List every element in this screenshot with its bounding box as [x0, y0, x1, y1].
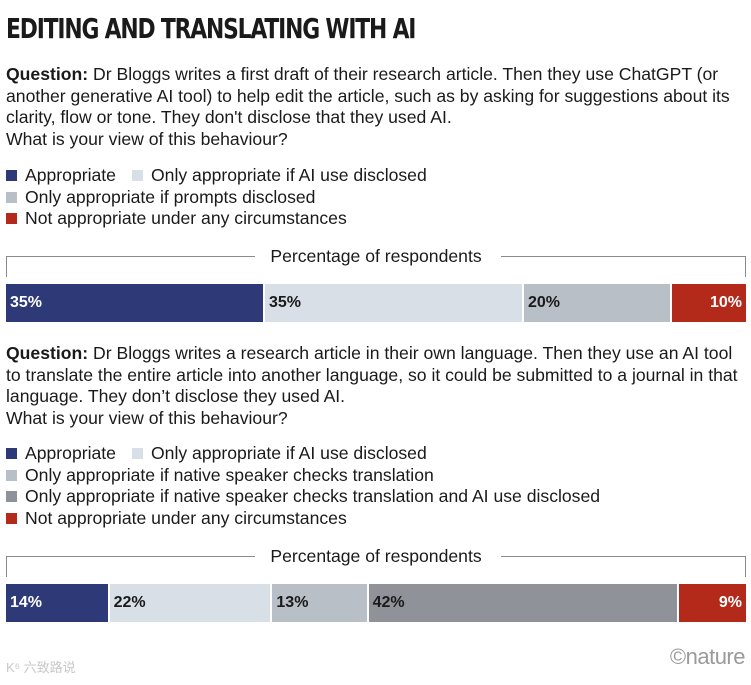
axis-bracket-right [501, 256, 746, 277]
bar-segment-2-3 [272, 584, 369, 622]
legend-swatch [6, 491, 17, 502]
axis-label-2: Percentage of respondents [270, 546, 482, 566]
legend-swatch [6, 512, 17, 524]
question-1-label: Question: [6, 64, 89, 84]
bar-segment-2-2 [109, 584, 273, 622]
watermark-logo: K⁶ 六致路说 [6, 660, 76, 675]
axis-header-1: Percentage of respondents [6, 245, 746, 277]
question-1: Question: Dr Bloggs writes a first draft… [6, 64, 746, 150]
bar-label-2-3: 13% [276, 594, 309, 611]
legend-1: Appropriate Only appropriate if AI use di… [6, 165, 746, 230]
legend-2-item-ai-disclosed: Only appropriate if AI use disclosed [131, 443, 427, 465]
stacked-bar-1: 35% 35% 20% 10% [6, 284, 746, 322]
legend-swatch [6, 213, 17, 224]
bar-label-2-5: 9% [718, 594, 742, 611]
legend-2: Appropriate Only appropriate if AI use di… [6, 443, 746, 529]
bar-segment-2-5 [679, 584, 746, 622]
bar-label-1-2: 35% [269, 294, 302, 311]
chart-title: EDITING AND TRANSLATING WITH AI [6, 12, 416, 45]
bar-segment-1-3 [524, 284, 672, 322]
axis-label-1: Percentage of respondents [270, 246, 482, 266]
legend-swatch [131, 170, 143, 181]
question-2-prompt: What is your view of this behaviour? [6, 407, 288, 428]
bar-label-1-4: 10% [709, 294, 742, 311]
legend-swatch [6, 170, 17, 181]
bar-segment-1-2 [265, 284, 524, 322]
legend-swatch [131, 448, 143, 459]
question-2: Question: Dr Bloggs writes a research ar… [6, 343, 746, 429]
axis-bracket-left [6, 256, 255, 277]
legend-swatch [6, 469, 17, 481]
stacked-bar-2: 14% 22% 13% 42% 9% [6, 584, 746, 622]
legend-swatch [6, 448, 17, 459]
bar-segment-1-1 [6, 284, 265, 322]
bar-label-2-4: 42% [372, 594, 405, 611]
question-1-text: Dr Bloggs writes a first draft of their … [6, 64, 730, 127]
bar-segment-2-4 [368, 584, 680, 622]
axis-bracket-left [6, 556, 255, 577]
nature-brand: ©nature [669, 644, 746, 669]
legend-1-item-ai-disclosed: Only appropriate if AI use disclosed [131, 165, 427, 187]
bar-label-2-1: 14% [10, 594, 43, 611]
question-2-text: Dr Bloggs writes a research article in t… [6, 343, 738, 406]
bar-segment-2-1 [6, 584, 110, 622]
bar-label-2-2: 22% [113, 594, 146, 611]
legend-2-item-native-and-disclosed: Only appropriate if native speaker check… [6, 486, 600, 508]
bar-label-1-1: 35% [10, 294, 43, 311]
question-1-prompt: What is your view of this behaviour? [6, 128, 288, 149]
legend-2-item-appropriate: Appropriate [6, 443, 116, 465]
bar-segment-1-4 [672, 284, 746, 322]
legend-1-item-appropriate: Appropriate [6, 165, 116, 187]
legend-swatch [6, 191, 17, 203]
bar-label-1-3: 20% [528, 294, 561, 311]
legend-2-item-not-appropriate: Not appropriate under any circumstances [6, 508, 347, 530]
axis-bracket-right [501, 556, 746, 577]
legend-1-item-prompts-disclosed: Only appropriate if prompts disclosed [6, 187, 315, 209]
legend-2-item-native-checks: Only appropriate if native speaker check… [6, 465, 434, 487]
axis-header-2: Percentage of respondents [6, 545, 746, 577]
question-2-label: Question: [6, 343, 89, 363]
legend-1-item-not-appropriate: Not appropriate under any circumstances [6, 208, 347, 230]
